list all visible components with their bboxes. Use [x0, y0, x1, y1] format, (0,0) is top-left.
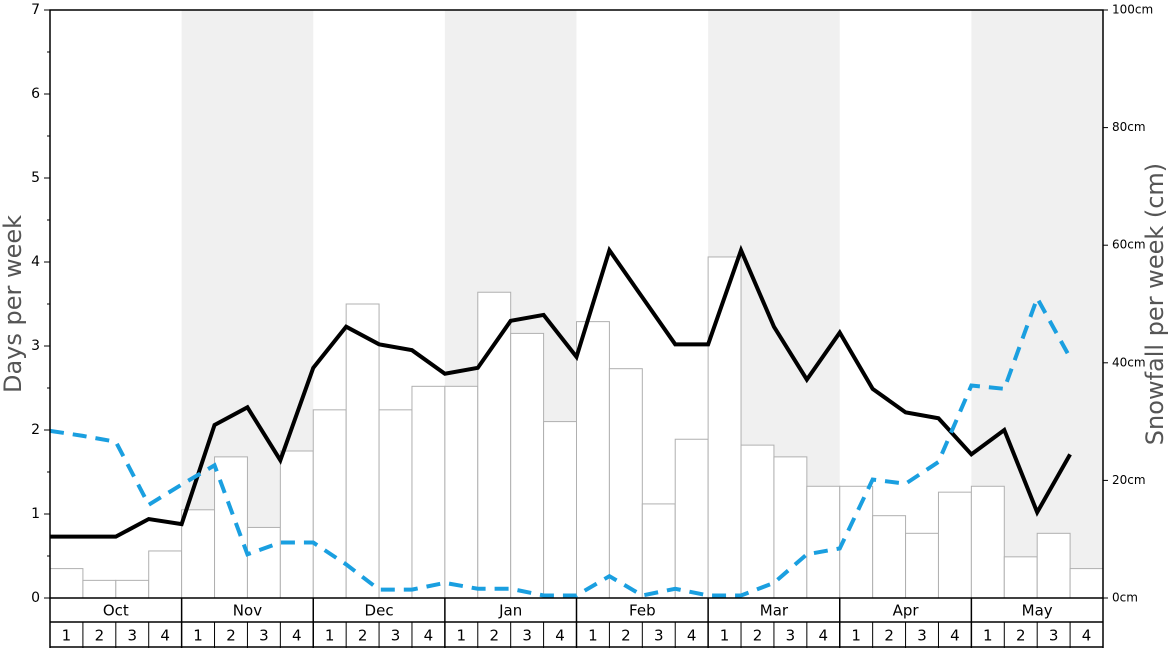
bar [674, 438, 709, 599]
week-label: 2 [358, 627, 368, 645]
y2-tick-label: 40cm [1112, 355, 1146, 369]
week-label: 2 [95, 627, 105, 645]
bar [411, 385, 446, 599]
y-tick-label: 0 [31, 590, 40, 606]
bar [378, 409, 413, 599]
y-tick-label: 1 [31, 506, 40, 522]
month-label: Feb [629, 602, 656, 620]
week-label: 4 [1082, 627, 1092, 645]
bar [181, 509, 216, 599]
week-label: 1 [62, 627, 72, 645]
y2-axis-title: Snowfall per week (cm) [1141, 163, 1168, 445]
week-label: 3 [1049, 627, 1059, 645]
week-label: 4 [160, 627, 170, 645]
week-label: 2 [884, 627, 894, 645]
y-tick-label: 2 [31, 422, 40, 438]
week-label: 1 [983, 627, 993, 645]
week-label: 1 [193, 627, 203, 645]
bar [806, 485, 841, 599]
week-label: 3 [259, 627, 269, 645]
week-label: 2 [489, 627, 499, 645]
bar [279, 450, 314, 599]
week-label: 1 [588, 627, 598, 645]
bar [970, 485, 1005, 599]
bar [773, 456, 808, 599]
month-label: Jan [498, 602, 522, 620]
week-label: 3 [127, 627, 137, 645]
line [50, 244, 1072, 539]
week-label: 2 [621, 627, 631, 645]
y-tick-label: 5 [31, 170, 40, 186]
week-label: 3 [522, 627, 532, 645]
month-label: Dec [365, 602, 394, 620]
bar [510, 332, 545, 599]
week-label: 4 [555, 627, 565, 645]
week-label: 4 [424, 627, 434, 645]
bar [1003, 556, 1038, 599]
bar [872, 515, 907, 599]
bar [839, 485, 874, 599]
y2-tick-label: 100cm [1112, 3, 1153, 17]
bar [1036, 532, 1071, 599]
week-label: 1 [325, 627, 335, 645]
y-tick-label: 4 [31, 254, 40, 270]
y-axis-title: Days per week [0, 215, 27, 393]
y2-tick-label: 0cm [1112, 591, 1138, 605]
week-label: 3 [654, 627, 664, 645]
bar [115, 579, 150, 599]
bar [49, 568, 84, 599]
bar [1069, 568, 1104, 599]
week-label: 1 [720, 627, 730, 645]
bar [82, 579, 117, 599]
bar [312, 409, 347, 599]
bar [641, 503, 676, 599]
bar [444, 385, 479, 599]
bar [937, 491, 972, 599]
week-label: 4 [950, 627, 960, 645]
y2-tick-label: 80cm [1112, 120, 1146, 134]
month-label: Apr [893, 602, 920, 620]
bar [345, 303, 380, 599]
week-label: 2 [753, 627, 763, 645]
week-label: 3 [917, 627, 927, 645]
week-label: 2 [226, 627, 236, 645]
bar [148, 550, 183, 599]
bar [246, 526, 281, 599]
week-label: 3 [786, 627, 796, 645]
y2-tick-label: 20cm [1112, 473, 1146, 487]
bar [608, 368, 643, 599]
bar [214, 456, 248, 599]
bar [477, 291, 512, 599]
month-label: Mar [760, 602, 789, 620]
week-label: 3 [391, 627, 401, 645]
y-tick-label: 6 [31, 86, 40, 102]
week-label: 2 [1016, 627, 1026, 645]
bar [576, 321, 610, 599]
bar [543, 421, 577, 599]
bar [740, 444, 775, 599]
y-tick-label: 7 [31, 2, 40, 18]
bar [707, 256, 742, 599]
month-label: May [1022, 602, 1053, 620]
y2-tick-label: 60cm [1112, 238, 1146, 252]
bar [905, 532, 939, 599]
month-label: Oct [103, 602, 129, 620]
week-label: 4 [819, 627, 829, 645]
week-label: 1 [851, 627, 861, 645]
line [49, 293, 1072, 598]
week-label: 4 [687, 627, 697, 645]
week-label: 1 [457, 627, 467, 645]
month-label: Nov [233, 602, 262, 620]
week-label: 4 [292, 627, 302, 645]
y-tick-label: 3 [31, 338, 40, 354]
